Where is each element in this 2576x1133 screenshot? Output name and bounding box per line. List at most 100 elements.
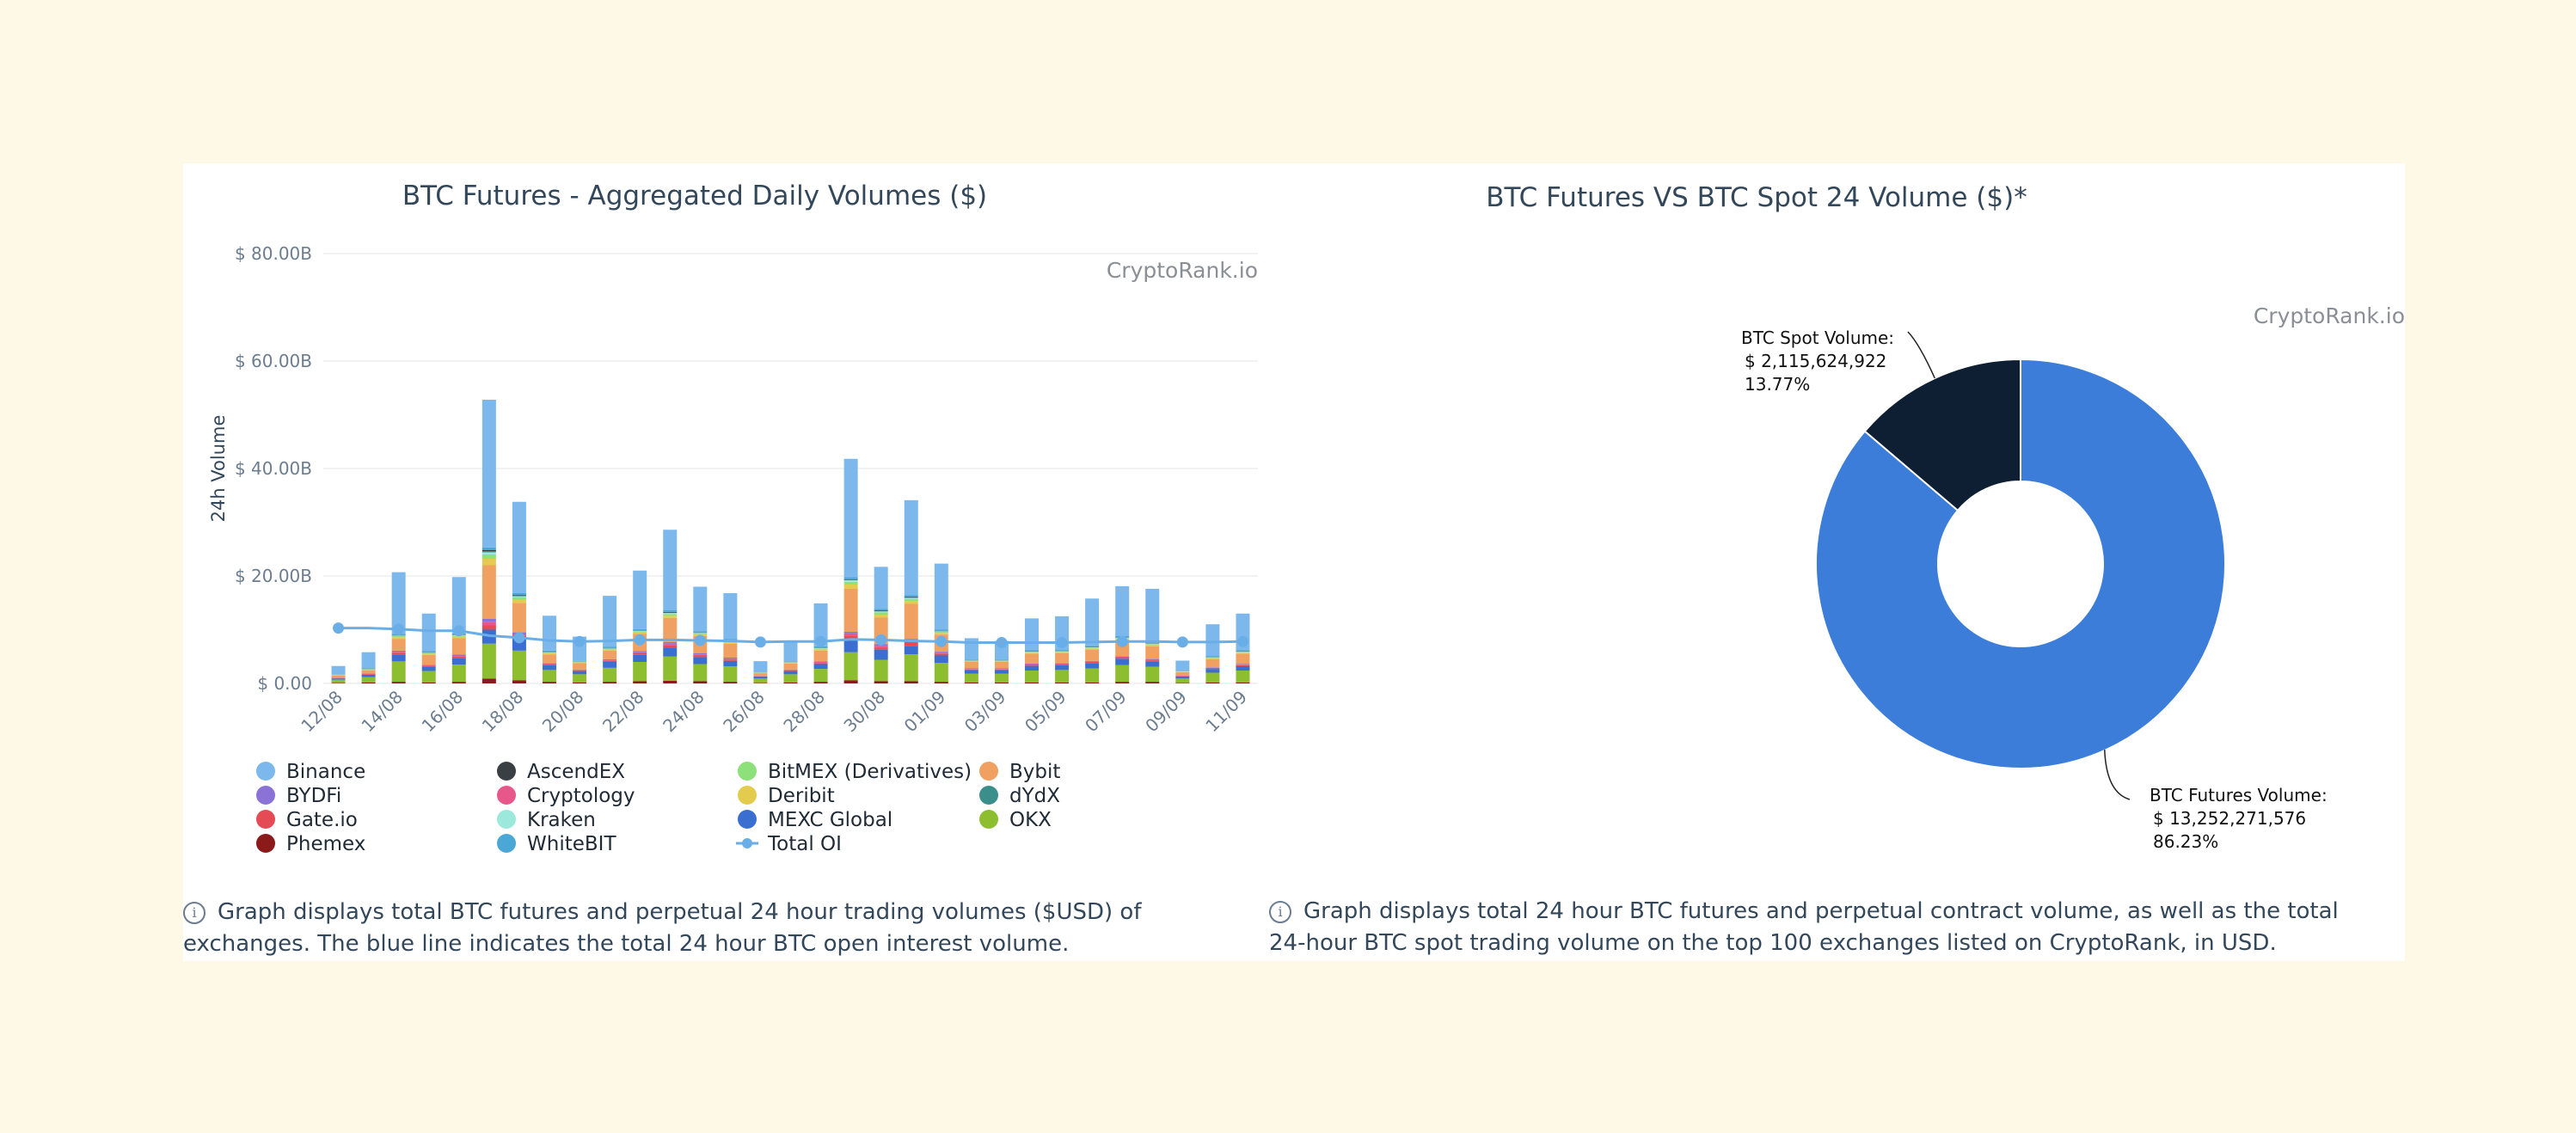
bar-segment[interactable] [481, 551, 496, 553]
bar-segment[interactable] [542, 664, 556, 665]
bar-segment[interactable] [874, 649, 888, 660]
total-oi-point[interactable] [1236, 635, 1248, 647]
bar-segment[interactable] [934, 563, 948, 630]
bar-segment[interactable] [874, 611, 888, 613]
bar-segment[interactable] [512, 680, 526, 683]
bar-segment[interactable] [1085, 649, 1100, 661]
bar-segment[interactable] [542, 615, 556, 651]
bar-segment[interactable] [904, 601, 918, 604]
legend-item[interactable]: OKX [979, 809, 1052, 831]
total-oi-point[interactable] [815, 635, 827, 647]
bar-segment[interactable] [542, 652, 556, 653]
bar-segment[interactable] [813, 647, 828, 649]
bar-segment[interactable] [663, 613, 678, 615]
legend-item[interactable]: MEXC Global [738, 809, 892, 831]
bar-segment[interactable] [1085, 647, 1100, 649]
bar-segment[interactable] [753, 673, 768, 677]
bar-segment[interactable] [633, 652, 647, 653]
bar-segment[interactable] [904, 595, 918, 597]
bar-segment[interactable] [1055, 670, 1070, 683]
bar-segment[interactable] [934, 633, 948, 635]
bar-segment[interactable] [964, 662, 978, 669]
bar-segment[interactable] [843, 652, 858, 681]
bar-segment[interactable] [421, 664, 436, 665]
bar-segment[interactable] [843, 589, 858, 632]
bar-segment[interactable] [1085, 661, 1100, 662]
bar-segment[interactable] [603, 658, 617, 660]
bar-segment[interactable] [573, 660, 587, 662]
bar-segment[interactable] [813, 650, 828, 662]
bar-segment[interactable] [843, 585, 858, 589]
bar-segment[interactable] [1236, 652, 1250, 654]
info-icon[interactable]: i [183, 902, 205, 924]
bar-segment[interactable] [573, 669, 587, 671]
bar-segment[interactable] [1205, 656, 1220, 658]
bar-segment[interactable] [1205, 658, 1220, 668]
bar-segment[interactable] [783, 669, 798, 671]
bar-segment[interactable] [603, 649, 617, 651]
bar-segment[interactable] [361, 670, 376, 671]
bar-segment[interactable] [904, 598, 918, 602]
total-oi-point[interactable] [754, 636, 766, 648]
bar-segment[interactable] [994, 660, 1009, 662]
bar-segment[interactable] [723, 643, 738, 658]
bar-segment[interactable] [843, 632, 858, 634]
bar-segment[interactable] [633, 631, 647, 633]
bar-segment[interactable] [874, 610, 888, 611]
bar-segment[interactable] [874, 646, 888, 648]
bar-segment[interactable] [1205, 624, 1220, 657]
bar-segment[interactable] [1145, 589, 1160, 642]
total-oi-point[interactable] [573, 635, 586, 647]
bar-segment[interactable] [1055, 664, 1070, 671]
info-icon[interactable]: i [1269, 901, 1291, 923]
bar-segment[interactable] [1025, 653, 1040, 664]
bar-segment[interactable] [1025, 671, 1040, 683]
bar-segment[interactable] [633, 570, 647, 629]
bar-segment[interactable] [633, 654, 647, 662]
bar-segment[interactable] [874, 609, 888, 610]
legend-item[interactable]: Deribit [738, 785, 835, 807]
bar-segment[interactable] [663, 680, 678, 683]
bar-segment[interactable] [904, 597, 918, 598]
bar-segment[interactable] [843, 579, 858, 580]
bar-segment[interactable] [843, 680, 858, 683]
bar-segment[interactable] [1085, 663, 1100, 669]
bar-segment[interactable] [964, 670, 978, 674]
bar-segment[interactable] [813, 662, 828, 664]
bar-segment[interactable] [542, 663, 556, 664]
bar-segment[interactable] [391, 682, 406, 683]
bar-segment[interactable] [451, 654, 466, 656]
bar-segment[interactable] [723, 659, 738, 661]
bar-segment[interactable] [481, 678, 496, 683]
bar-segment[interactable] [603, 648, 617, 649]
bar-segment[interactable] [783, 670, 798, 671]
bar-segment[interactable] [1115, 656, 1130, 658]
legend-item[interactable]: Gate.io [256, 809, 358, 831]
bar-segment[interactable] [874, 647, 888, 650]
bar-segment[interactable] [512, 603, 526, 633]
total-oi-point[interactable] [333, 622, 345, 634]
bar-segment[interactable] [753, 678, 768, 683]
bar-segment[interactable] [1085, 648, 1100, 650]
total-oi-point[interactable] [393, 623, 405, 635]
bar-segment[interactable] [633, 632, 647, 634]
bar-segment[interactable] [633, 662, 647, 682]
legend-item[interactable]: Kraken [497, 809, 596, 831]
bar-segment[interactable] [391, 650, 406, 652]
bar-segment[interactable] [421, 652, 436, 653]
bar-segment[interactable] [573, 663, 587, 670]
bar-segment[interactable] [874, 615, 888, 618]
legend-item[interactable]: dYdX [979, 785, 1060, 807]
bar-segment[interactable] [723, 666, 738, 683]
bar-segment[interactable] [1145, 658, 1160, 661]
bar-segment[interactable] [964, 668, 978, 670]
legend-item[interactable]: Phemex [256, 833, 365, 855]
bar-segment[interactable] [421, 653, 436, 654]
bar-segment[interactable] [512, 501, 526, 593]
bar-segment[interactable] [843, 635, 858, 639]
bar-segment[interactable] [964, 669, 978, 670]
bar-segment[interactable] [1085, 598, 1100, 646]
bar-segment[interactable] [361, 671, 376, 674]
bar-segment[interactable] [1025, 650, 1040, 652]
bar-segment[interactable] [904, 499, 918, 596]
